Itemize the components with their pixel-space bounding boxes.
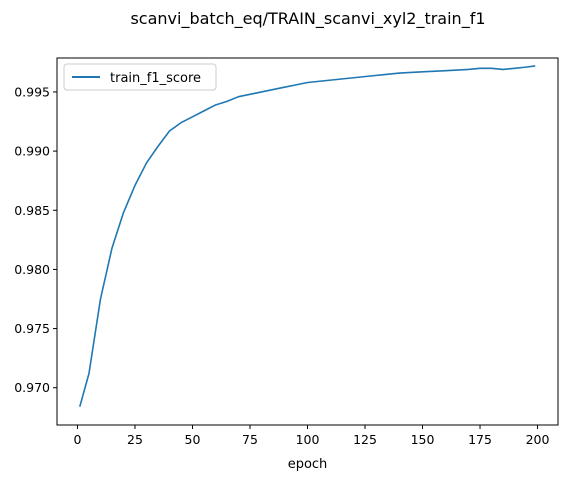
x-tick-label: 25 (127, 432, 143, 447)
y-tick-label: 0.975 (14, 321, 50, 336)
x-tick-label: 200 (526, 432, 550, 447)
legend-box (63, 63, 217, 91)
x-tick-label: 100 (296, 432, 320, 447)
legend-label: train_f1_score (110, 71, 201, 86)
series-line-train-f1-score (78, 65, 536, 407)
x-tick-label: 75 (242, 432, 258, 447)
y-tick-label: 0.970 (14, 380, 50, 395)
legend: train_f1_score (63, 63, 217, 91)
plot-frame (56, 57, 559, 426)
y-tick-label: 0.985 (14, 203, 50, 218)
x-tick-label: 125 (353, 432, 377, 447)
y-tick-label: 0.980 (14, 262, 50, 277)
x-axis-label: epoch (288, 457, 328, 472)
x-axis: 0 25 50 75 100 125 150 175 200 (73, 425, 550, 447)
x-tick-label: 175 (468, 432, 492, 447)
x-tick-label: 0 (73, 432, 81, 447)
y-axis: 0.970 0.975 0.980 0.985 0.990 0.995 (14, 84, 57, 395)
x-tick-label: 150 (411, 432, 435, 447)
x-tick-label: 50 (185, 432, 201, 447)
chart-title: scanvi_batch_eq/TRAIN_scanvi_xyl2_train_… (130, 9, 485, 29)
y-tick-label: 0.995 (14, 84, 50, 99)
y-tick-label: 0.990 (14, 144, 50, 159)
